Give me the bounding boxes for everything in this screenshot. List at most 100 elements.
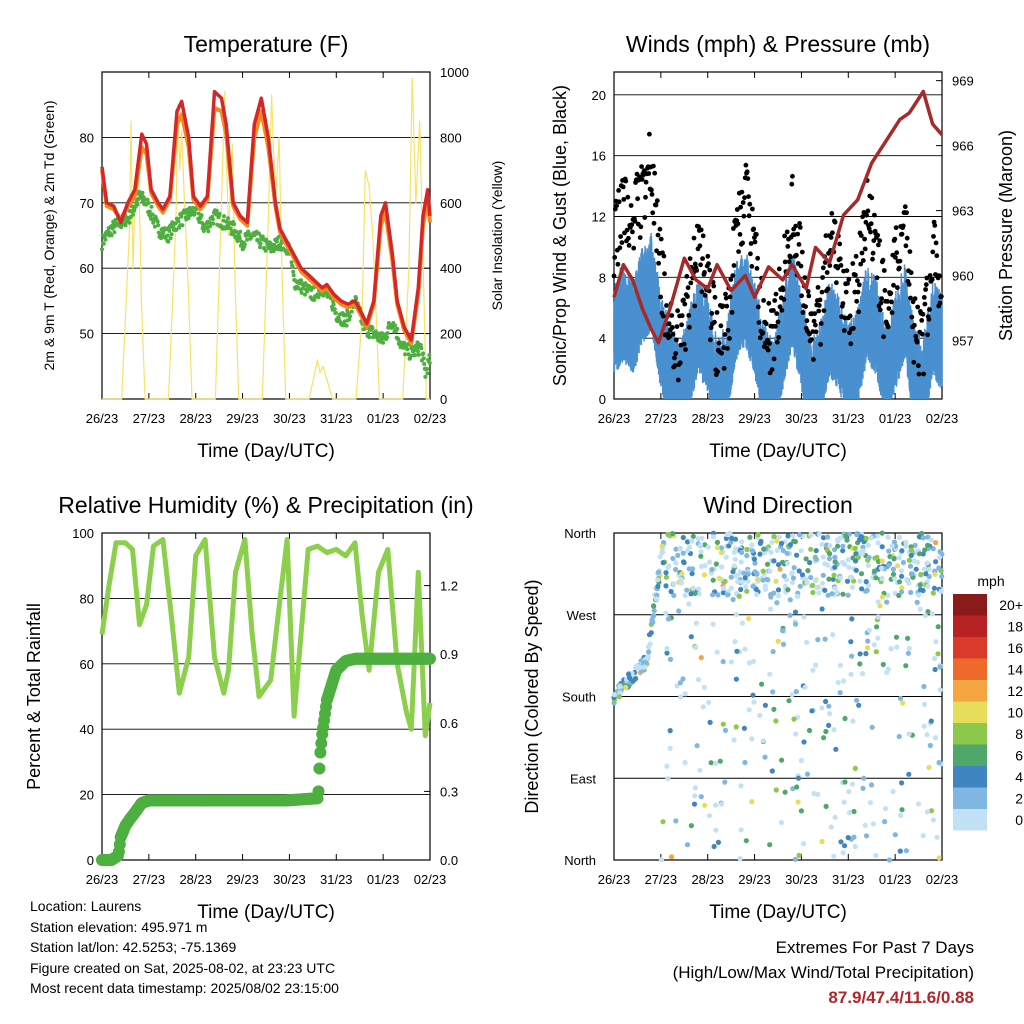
winds-xtick-label: 31/23 [832,411,865,426]
wind-gust-point [687,324,692,330]
direction-point [865,582,872,589]
wind-gust-point [816,308,822,314]
direction-point [891,556,897,562]
winds-xtick-label: 02/23 [926,411,959,426]
wind-gust-point [847,330,852,336]
direction-point [692,590,698,597]
direction-point [868,782,875,788]
direction-point [659,549,666,556]
wind-gust-point [669,313,675,318]
direction-point [646,649,652,655]
direction-point [931,585,938,591]
direction-point [650,614,656,620]
wind-gust-point [763,321,769,327]
direction-point [757,712,763,719]
dewpoint-point [222,214,226,219]
wind-gust-point [616,188,621,193]
winds-y2tick-label: 963 [952,204,974,219]
direction-point [746,616,752,622]
wind-gust-point [840,301,846,306]
wind-gust-point [649,187,654,193]
wind-gust-point [915,304,921,310]
direction-point [851,808,857,815]
direction-point [655,583,661,589]
rh_precip-xtick-label: 29/23 [226,872,259,887]
direction-point [741,570,747,576]
direction-point [899,589,905,595]
wind-gust-point [843,289,849,295]
direction-point [858,571,865,577]
direction-point [813,662,819,668]
direction-point [778,540,785,547]
direction-point [749,799,755,805]
temperature-title: Temperature (F) [184,31,349,57]
direction-point [856,702,862,708]
wind-gust-point [923,282,929,287]
direction-point [795,799,801,805]
legend-label: 8 [1015,726,1023,742]
direction-point [846,810,853,816]
direction-point [866,627,873,633]
dewpoint-point [401,340,406,345]
wind_direction-xtick-label: 31/23 [832,872,865,887]
dewpoint-point [416,349,420,354]
precip-point [312,785,325,798]
precip-point [315,737,328,750]
direction-point [664,645,670,652]
direction-point [923,571,929,577]
direction-point [829,591,835,597]
direction-point [857,537,863,543]
wind-gust-point [818,321,824,326]
direction-point [832,547,838,553]
wind-gust-point [885,299,890,304]
direction-point [665,776,671,782]
direction-point [771,706,777,712]
direction-point [925,583,931,589]
temperature-ytick-label: 60 [80,261,94,276]
dewpoint-point [256,231,261,236]
direction-point [878,565,885,571]
direction-point [894,563,901,569]
wind-gust-point [748,241,754,246]
wind-gust-point [687,256,693,261]
wind-gust-point [731,263,737,268]
wind-gust-point [757,335,763,341]
direction-point [896,534,903,541]
dewpoint-point [100,247,104,252]
direction-point [792,856,799,862]
direction-point [808,546,814,552]
dewpoint-point [373,329,378,334]
direction-point [885,592,891,599]
wind-gust-point [746,194,751,200]
direction-point [924,560,930,566]
direction-point [874,533,880,539]
direction-point [820,554,826,560]
wind-gust-point [696,224,701,230]
wind-gust-point [856,309,862,315]
direction-point [761,546,767,552]
direction-point [879,575,885,582]
direction-point [684,587,690,593]
wind-gust-point [878,300,884,306]
dewpoint-point [305,289,310,294]
dewpoint-point [332,307,337,312]
wind-gust-point [739,189,745,195]
wind-gust-point [921,371,926,377]
wind-gust-point [882,288,888,293]
direction-point [812,578,819,584]
direction-point [744,588,750,594]
wind-gust-point [924,275,930,281]
direction-point [689,538,695,544]
wind_direction-xlabel: Time (Day/UTC) [709,902,847,923]
recent-timestamp-text: Most recent data timestamp: 2025/08/02 2… [30,980,339,996]
rh_precip-ytick-label: 80 [80,591,94,606]
wind_direction-title: Wind Direction [703,492,853,518]
wind-gust-point [853,272,858,278]
direction-point [835,538,841,544]
wind-gust-point [735,221,741,227]
temperature-y2tick-label: 800 [440,130,462,145]
direction-point [854,697,860,703]
direction-point [673,818,679,824]
wind-gust-point [894,250,900,256]
direction-point [821,735,827,741]
